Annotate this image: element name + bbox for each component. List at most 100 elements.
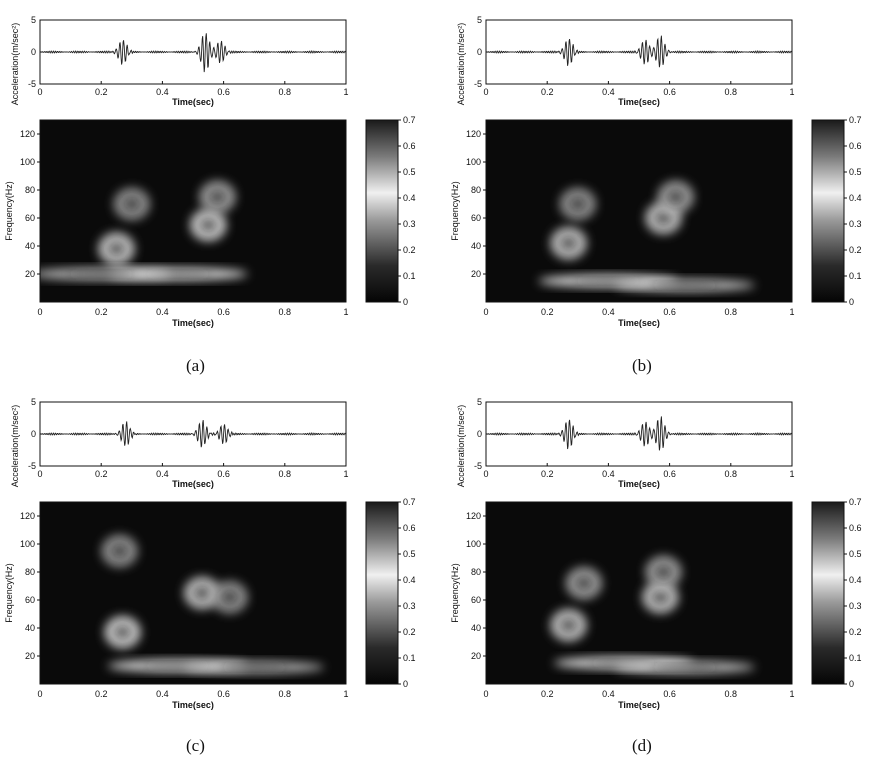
spec-y-tick-label: 40 (25, 623, 35, 633)
spectrogram-blobs (538, 181, 755, 292)
spec-x-tick-label: 1 (343, 689, 348, 699)
spec-y-tick-label: 80 (25, 185, 35, 195)
spectral-blob-core (559, 236, 578, 251)
spec-y-tick-label: 20 (471, 651, 481, 661)
spectral-blob-core (568, 196, 587, 212)
panel-a: 0 0.2 0.4 0.6 0.8 1 -5 0 5 Time(sec) Acceleration(… (0, 0, 446, 382)
spectrogram-frame (39, 119, 347, 303)
spec-y-tick-label: 120 (20, 129, 35, 139)
accel-series-line (485, 35, 793, 68)
spec-y-label: Frequency(Hz) (450, 181, 460, 241)
spectrogram-blobs (550, 556, 755, 674)
colorbar-tick-label: 0.2 (849, 245, 862, 255)
colorbar-tick-label: 0.6 (403, 141, 416, 151)
spectral-blob-core (219, 664, 290, 670)
spectral-blob-core (199, 217, 218, 233)
accel-x-tick-label: 0.6 (217, 469, 230, 479)
colorbar-tick-label: 0 (403, 679, 408, 689)
figure-d-svg: 0 0.2 0.4 0.6 0.8 1-505Time(sec)Acceleration(… (450, 397, 862, 710)
spec-y-tick-label: 120 (466, 129, 481, 139)
spec-x-tick-label: 1 (343, 307, 348, 317)
spectral-blob-core (122, 196, 141, 212)
accel-x-label: Time(sec) (172, 479, 214, 489)
spectral-blob-core (559, 618, 578, 633)
spec-x-tick-label: 0.8 (725, 307, 738, 317)
accel-y-tick-label: 5 (477, 15, 482, 25)
colorbar-tick-label: 0.6 (849, 141, 862, 151)
accel-y-tick-label: -5 (474, 461, 482, 471)
spectrogram-blobs (101, 535, 325, 674)
accel-x-tick-label: 0.6 (663, 469, 676, 479)
accel-x-tick-label: 0.2 (95, 469, 108, 479)
spectral-blob-core (107, 241, 126, 256)
spectral-blob-core (574, 576, 593, 591)
spec-y-tick-label: 40 (471, 241, 481, 251)
spec-y-tick-label: 120 (466, 511, 481, 521)
accel-x-tick-label: 1 (789, 87, 794, 97)
accel-x-tick-label: 0 (483, 469, 488, 479)
accel-y-tick-label: 5 (31, 397, 36, 407)
spectral-blob-core (654, 564, 673, 580)
panel-caption: (b) (632, 356, 652, 375)
accel-x-tick-label: 0.4 (156, 87, 169, 97)
accel-x-tick-label: 0.8 (279, 87, 292, 97)
colorbar-tick-label: 0.5 (403, 549, 416, 559)
spectral-blob-core (649, 282, 720, 288)
accel-x-tick-label: 0 (37, 469, 42, 479)
spec-y-label: Frequency(Hz) (4, 181, 14, 241)
spec-x-tick-label: 0.4 (602, 689, 615, 699)
accel-y-label: Acceleration(m/sec²) (456, 23, 466, 106)
accel-series-line (39, 33, 347, 73)
spec-x-tick-label: 0.4 (156, 689, 169, 699)
spec-x-tick-label: 0 (483, 689, 488, 699)
accel-x-tick-label: 1 (343, 469, 348, 479)
spec-x-tick-label: 0.4 (156, 307, 169, 317)
colorbar-tick-label: 0.1 (849, 653, 862, 663)
spec-y-tick-label: 100 (466, 539, 481, 549)
spectrogram-background (486, 120, 792, 302)
colorbar-tick-label: 0 (849, 679, 854, 689)
colorbar-tick-label: 0.7 (849, 497, 862, 507)
spectrogram-frame (485, 501, 793, 685)
accel-x-tick-label: 1 (789, 469, 794, 479)
colorbar-tick-label: 0.4 (849, 193, 862, 203)
spec-y-tick-label: 100 (466, 157, 481, 167)
accel-x-tick-label: 0.4 (156, 469, 169, 479)
spec-y-tick-label: 20 (471, 269, 481, 279)
spectrogram-background (486, 502, 792, 684)
spec-x-tick-label: 0.8 (279, 689, 292, 699)
colorbar-tick-label: 0.1 (849, 271, 862, 281)
spec-y-tick-label: 40 (471, 623, 481, 633)
spec-x-tick-label: 0.2 (541, 307, 554, 317)
panel-caption: (a) (186, 356, 205, 375)
figure-b-svg: 0 0.2 0.4 0.6 0.8 1-505Time(sec)Acceleration(… (450, 15, 862, 328)
colorbar (365, 119, 399, 303)
spectrogram-frame (485, 119, 793, 303)
accel-y-tick-label: 0 (31, 47, 36, 57)
accel-x-tick-label: 0.8 (725, 87, 738, 97)
spec-x-label: Time(sec) (172, 318, 214, 328)
accel-x-label: Time(sec) (172, 97, 214, 107)
accel-x-tick-label: 0.2 (541, 469, 554, 479)
accel-x-label: Time(sec) (618, 97, 660, 107)
spectral-blob-core (66, 271, 137, 277)
colorbar-tick-label: 0 (403, 297, 408, 307)
spectral-blob-core (208, 189, 227, 205)
accel-x-tick-label: 0 (37, 87, 42, 97)
spec-y-tick-label: 80 (25, 567, 35, 577)
colorbar-tick-label: 0.4 (403, 575, 416, 585)
colorbar-tick-label: 0.3 (403, 601, 416, 611)
accel-x-tick-label: 0 (483, 87, 488, 97)
spec-y-tick-label: 20 (25, 269, 35, 279)
colorbar-tick-label: 0.7 (403, 115, 416, 125)
accel-y-tick-label: -5 (28, 79, 36, 89)
accel-x-tick-label: 0.2 (95, 87, 108, 97)
accel-y-tick-label: 0 (31, 429, 36, 439)
colorbar-tick-label: 0 (849, 297, 854, 307)
accel-x-tick-label: 0.6 (663, 87, 676, 97)
spec-x-tick-label: 0.6 (663, 689, 676, 699)
colorbar-tick-label: 0.3 (849, 601, 862, 611)
colorbar-tick-label: 0.7 (849, 115, 862, 125)
spec-x-tick-label: 0 (37, 689, 42, 699)
spec-x-tick-label: 0.6 (663, 307, 676, 317)
